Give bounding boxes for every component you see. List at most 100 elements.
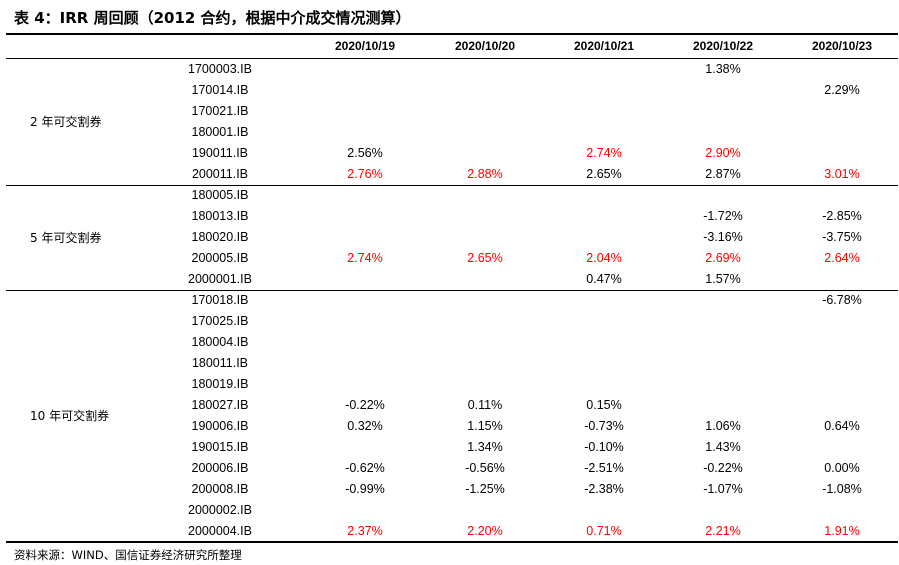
irr-value bbox=[310, 80, 420, 101]
irr-value bbox=[430, 500, 540, 521]
irr-value bbox=[310, 101, 420, 122]
irr-value bbox=[549, 59, 659, 80]
irr-value bbox=[549, 332, 659, 353]
irr-value: 0.47% bbox=[586, 272, 622, 286]
irr-value bbox=[668, 80, 778, 101]
irr-value: 2.20% bbox=[467, 524, 503, 538]
irr-value: -1.08% bbox=[822, 482, 862, 496]
irr-value: 2.56% bbox=[347, 146, 383, 160]
irr-value: 1.06% bbox=[705, 419, 741, 433]
irr-value: 2.87% bbox=[705, 167, 741, 181]
irr-value bbox=[310, 269, 420, 290]
bond-code: 180011.IB bbox=[191, 356, 249, 370]
irr-value: 1.15% bbox=[467, 419, 503, 433]
irr-value bbox=[549, 185, 659, 206]
irr-value: 2.69% bbox=[705, 251, 741, 265]
irr-value bbox=[430, 143, 540, 164]
bond-code: 2000002.IB bbox=[188, 503, 252, 517]
irr-value: 2.64% bbox=[824, 251, 860, 265]
irr-value: 2.29% bbox=[824, 83, 860, 97]
irr-value: 2.90% bbox=[705, 146, 741, 160]
bond-code: 180001.IB bbox=[191, 125, 249, 139]
bond-code: 180019.IB bbox=[191, 377, 249, 391]
irr-value bbox=[787, 500, 897, 521]
irr-value bbox=[787, 101, 897, 122]
irr-value bbox=[310, 227, 420, 248]
irr-value bbox=[787, 122, 897, 143]
irr-value: -0.99% bbox=[345, 482, 385, 496]
irr-value bbox=[310, 185, 420, 206]
irr-value: 0.15% bbox=[586, 398, 622, 412]
irr-value bbox=[310, 353, 420, 374]
group-separator bbox=[6, 290, 898, 291]
irr-value bbox=[549, 80, 659, 101]
irr-value: 2.88% bbox=[467, 167, 503, 181]
irr-value bbox=[668, 500, 778, 521]
irr-value bbox=[787, 395, 897, 416]
bond-code: 180005.IB bbox=[191, 188, 249, 202]
bond-code: 180020.IB bbox=[191, 230, 249, 244]
irr-value: -0.22% bbox=[345, 398, 385, 412]
irr-value bbox=[310, 122, 420, 143]
irr-value bbox=[549, 101, 659, 122]
bond-code: 190006.IB bbox=[191, 419, 249, 433]
bond-code: 180027.IB bbox=[191, 398, 249, 412]
irr-value: -1.72% bbox=[703, 209, 743, 223]
irr-value bbox=[430, 353, 540, 374]
date-header: 2020/10/20 bbox=[454, 39, 516, 53]
date-header: 2020/10/19 bbox=[334, 39, 396, 53]
irr-value bbox=[668, 353, 778, 374]
bond-code: 190011.IB bbox=[191, 146, 249, 160]
irr-value: -0.56% bbox=[465, 461, 505, 475]
bond-code: 180013.IB bbox=[191, 209, 249, 223]
group-separator bbox=[6, 185, 898, 186]
bond-code: 2000001.IB bbox=[188, 272, 252, 286]
bond-code: 200008.IB bbox=[191, 482, 249, 496]
irr-value bbox=[787, 59, 897, 80]
irr-value bbox=[310, 332, 420, 353]
irr-value: 3.01% bbox=[824, 167, 860, 181]
irr-value: 1.43% bbox=[705, 440, 741, 454]
bond-code: 170014.IB bbox=[191, 83, 249, 97]
bond-code: 200011.IB bbox=[191, 167, 249, 181]
irr-value bbox=[787, 269, 897, 290]
irr-value: -3.16% bbox=[703, 230, 743, 244]
irr-value bbox=[310, 59, 420, 80]
date-header: 2020/10/21 bbox=[573, 39, 635, 53]
irr-value bbox=[430, 374, 540, 395]
irr-value bbox=[430, 122, 540, 143]
title-rule bbox=[6, 33, 898, 35]
bond-code: 170018.IB bbox=[191, 293, 249, 307]
irr-value bbox=[668, 332, 778, 353]
irr-value: 2.65% bbox=[586, 167, 622, 181]
irr-value bbox=[668, 374, 778, 395]
irr-value bbox=[668, 290, 778, 311]
irr-value: 1.57% bbox=[705, 272, 741, 286]
irr-value bbox=[787, 311, 897, 332]
irr-value: 0.00% bbox=[824, 461, 860, 475]
irr-value: -2.85% bbox=[822, 209, 862, 223]
irr-value bbox=[549, 227, 659, 248]
irr-value bbox=[668, 122, 778, 143]
irr-value: -1.25% bbox=[465, 482, 505, 496]
irr-value bbox=[430, 269, 540, 290]
bottom-rule bbox=[6, 541, 898, 543]
irr-value bbox=[430, 227, 540, 248]
irr-value bbox=[310, 374, 420, 395]
irr-value bbox=[430, 332, 540, 353]
irr-value: -1.07% bbox=[703, 482, 743, 496]
group-label: 10 年可交割券 bbox=[30, 409, 110, 423]
bond-code: 200006.IB bbox=[191, 461, 249, 475]
bond-code: 170021.IB bbox=[191, 104, 249, 118]
date-header: 2020/10/23 bbox=[811, 39, 873, 53]
irr-value bbox=[549, 500, 659, 521]
irr-value bbox=[668, 185, 778, 206]
irr-value bbox=[668, 395, 778, 416]
irr-value: 2.74% bbox=[586, 146, 622, 160]
irr-value: -0.62% bbox=[345, 461, 385, 475]
irr-value bbox=[787, 332, 897, 353]
irr-value bbox=[549, 206, 659, 227]
irr-value bbox=[787, 185, 897, 206]
irr-value: 2.21% bbox=[705, 524, 741, 538]
irr-value bbox=[310, 206, 420, 227]
